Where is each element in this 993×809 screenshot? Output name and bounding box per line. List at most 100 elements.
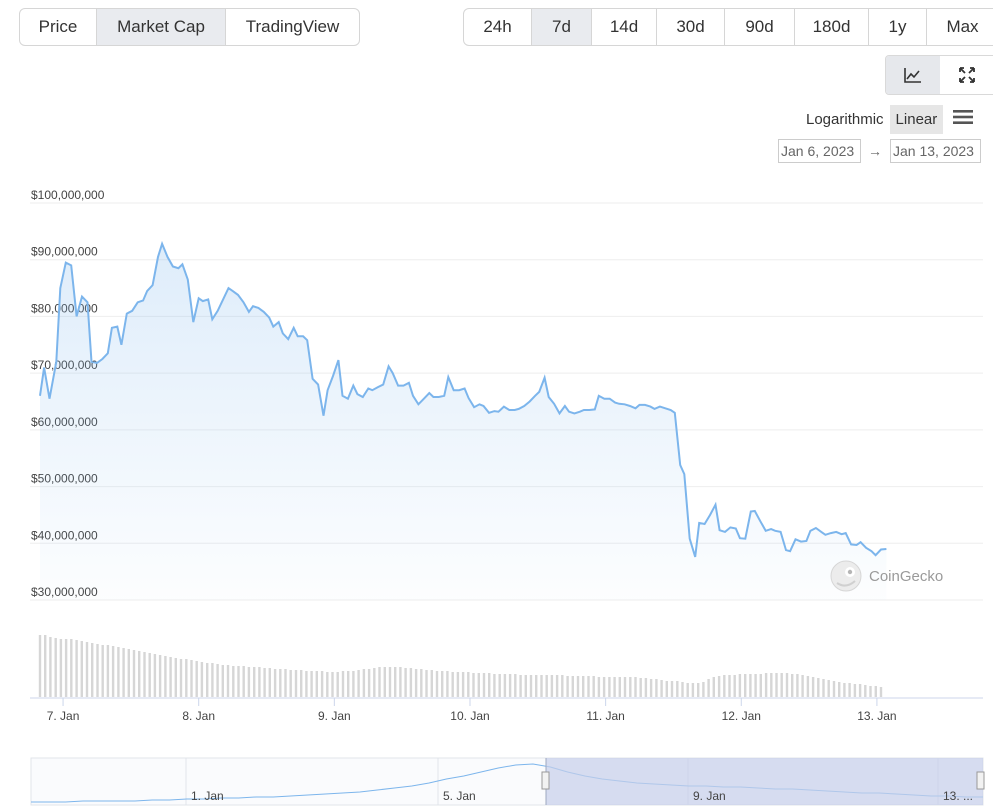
range-90d[interactable]: 90d (725, 9, 795, 45)
tab-price[interactable]: Price (20, 9, 97, 45)
volume-bar (811, 677, 815, 697)
volume-bar (378, 667, 381, 697)
navigator-left-handle[interactable] (541, 771, 550, 790)
hamburger-menu-icon[interactable] (953, 109, 974, 130)
range-max[interactable]: Max (946, 17, 979, 36)
volume-bar (435, 671, 439, 697)
volume-bar (106, 645, 110, 697)
navigator-selection[interactable] (546, 758, 983, 805)
volume-bar (717, 676, 721, 697)
volume-bar (347, 671, 350, 697)
volume-bar (561, 675, 564, 697)
volume-bar (639, 678, 642, 697)
y-tick-label: $100,000,000 (31, 188, 105, 202)
tab-market-cap[interactable]: Market Cap (97, 9, 226, 45)
navigator-tick-label: 13. ... (943, 789, 973, 803)
volume-bar (649, 679, 653, 697)
volume-bar (806, 676, 810, 697)
linear-option[interactable]: Linear (889, 105, 944, 134)
volume-bar (169, 657, 172, 697)
volume-bar (550, 675, 554, 697)
volume-bar (138, 651, 141, 697)
volume-bar (367, 669, 371, 697)
volume-bar (592, 676, 595, 697)
tab-tradingview[interactable]: TradingView (245, 17, 340, 36)
volume-bar (310, 671, 313, 697)
volume-bar (263, 668, 266, 697)
volume-bar (409, 668, 413, 697)
volume-bar (733, 675, 736, 697)
volume-bar (545, 675, 548, 697)
date-to-input[interactable]: Jan 13, 2023 (890, 139, 981, 163)
volume-bar (331, 672, 334, 697)
volume-bar (273, 669, 277, 697)
range-24h[interactable]: 24h (464, 9, 532, 45)
volume-bar (85, 642, 89, 697)
time-range-selector: 24h 7d 14d 30d 90d 180d 1y Max (463, 8, 993, 46)
line-chart-button[interactable] (886, 56, 940, 94)
volume-bar (44, 635, 47, 697)
volume-bar (524, 675, 527, 697)
volume-bar (216, 664, 219, 697)
volume-bar (879, 687, 883, 697)
volume-bar (64, 639, 68, 697)
volume-bar (352, 671, 355, 697)
volume-bar (613, 677, 616, 697)
volume-bar (796, 674, 799, 697)
expand-button[interactable] (940, 56, 993, 94)
volume-bar (874, 686, 877, 697)
volume-bar (320, 671, 324, 697)
volume-bar (498, 674, 501, 697)
range-30d[interactable]: 30d (657, 9, 725, 45)
volume-bar (571, 676, 574, 697)
volume-bar (425, 670, 428, 697)
range-7d[interactable]: 7d (532, 9, 592, 45)
date-range-arrow: → (868, 143, 882, 159)
range-14d[interactable]: 14d (592, 9, 657, 45)
volume-bar (206, 663, 209, 697)
volume-bar (300, 670, 303, 697)
logarithmic-option[interactable]: Logarithmic (806, 111, 884, 128)
coingecko-logo-icon (830, 560, 862, 592)
volume-bar (503, 674, 507, 697)
volume-bar (326, 672, 329, 697)
navigator-right-handle[interactable] (976, 771, 985, 790)
volume-bar (472, 673, 475, 697)
volume-bar (764, 673, 768, 697)
x-axis-labels: 7. Jan 8. Jan 9. Jan 10. Jan 11. Jan 12. Jan 1… (47, 698, 897, 723)
volume-bar (655, 679, 658, 697)
volume-bar (362, 669, 366, 697)
volume-bar (623, 677, 627, 697)
volume-bar (117, 647, 120, 697)
volume-bar (404, 668, 407, 697)
volume-bar (707, 679, 710, 697)
volume-bar (853, 684, 857, 697)
volume-bar (712, 677, 715, 697)
volume-bar (174, 658, 177, 697)
x-tick-label: 8. Jan (182, 709, 215, 723)
volume-bar (190, 660, 193, 697)
volume-bar (827, 680, 830, 697)
navigator[interactable]: 1. Jan 5. Jan 9. Jan 13. ... (30, 757, 985, 806)
volume-bar (488, 673, 491, 697)
volume-bar (634, 677, 637, 697)
market-cap-line (39, 240, 887, 558)
volume-bar (477, 673, 480, 697)
volume-bar (749, 674, 752, 697)
date-from-input[interactable]: Jan 6, 2023 (778, 139, 861, 163)
volume-bar (754, 674, 757, 697)
x-tick-label: 13. Jan (857, 709, 896, 723)
range-180d[interactable]: 180d (795, 9, 869, 45)
volume-bar (791, 674, 794, 697)
volume-bar (268, 668, 271, 697)
volume-bar (723, 675, 726, 697)
volume-bar (582, 676, 585, 697)
navigator-tick-label: 1. Jan (191, 789, 224, 803)
volume-bar (430, 670, 433, 697)
volume-bar (587, 676, 590, 697)
volume-bar (702, 682, 705, 697)
volume-bar (70, 639, 73, 697)
volume-bar (832, 681, 836, 697)
volume-bar (576, 676, 580, 697)
range-1y[interactable]: 1y (869, 9, 927, 45)
